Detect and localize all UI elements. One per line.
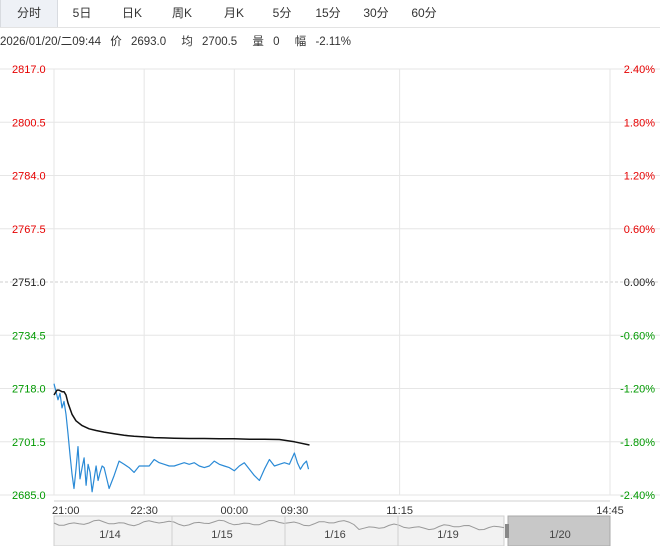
- navigator-date-3: 1/19: [437, 529, 458, 541]
- y-right-tick-label-8: -2.40%: [620, 490, 655, 502]
- x-tick-label-1: 22:30: [130, 505, 158, 517]
- chart-lines: [53, 383, 310, 493]
- tab-0[interactable]: 分时: [0, 0, 58, 27]
- y-right-tick-label-4: 0.00%: [624, 277, 655, 289]
- tab-1[interactable]: 5日: [72, 6, 92, 20]
- quote-info-bar: 2026/01/20/二09:44 价 2693.0 均 2700.5 量 0 …: [0, 33, 363, 51]
- y-tick-label-8: 2685.0: [12, 490, 46, 502]
- y-right-tick-label-2: 1.20%: [624, 171, 655, 183]
- navigator-date-1: 1/15: [211, 529, 232, 541]
- navigator-handle-left[interactable]: [505, 524, 509, 538]
- datetime-readout: 2026/01/20/二09:44: [0, 36, 102, 48]
- y-tick-label-6: 2718.0: [12, 384, 46, 396]
- tab-2[interactable]: 日K: [121, 6, 142, 20]
- tab-8[interactable]: 60分: [411, 6, 437, 20]
- average-line: [53, 389, 310, 446]
- tab-5[interactable]: 5分: [272, 6, 292, 20]
- price-line: [53, 383, 310, 493]
- y-right-tick-label-3: 0.60%: [624, 224, 655, 236]
- x-tick-label-4: 11:15: [386, 505, 413, 517]
- y-tick-label-7: 2701.5: [12, 437, 46, 449]
- y-right-tick-label-1: 1.80%: [624, 117, 655, 129]
- y-tick-label-3: 2767.5: [12, 224, 46, 236]
- navigator-date-0: 1/14: [99, 529, 120, 541]
- y-tick-label-4: 2751.0: [12, 277, 46, 289]
- period-tabs: 分时 5日 日K 周K 月K 5分 15分 30分 60分: [0, 0, 660, 28]
- y-tick-label-2: 2784.0: [12, 171, 46, 183]
- x-tick-label-3: 09:30: [281, 505, 309, 517]
- navigator-track: [53, 515, 505, 546]
- navigator-mini-line: [53, 519, 505, 531]
- navigator-window[interactable]: [507, 515, 611, 546]
- chart-grid: [0, 68, 660, 502]
- left-price-axis: 2817.0 2800.5 2784.0 2767.5 2751.0 2734.5 2718…: [12, 64, 46, 502]
- date-navigator[interactable]: 1/14 1/15 1/16 1/19 1/20: [53, 515, 611, 546]
- volume-readout: 量 0: [252, 36, 280, 48]
- navigator-date-4: 1/20: [549, 529, 570, 541]
- y-right-tick-label-5: -0.60%: [620, 330, 655, 342]
- time-axis: 21:00 22:30 00:00 09:30 11:15 14:45: [52, 505, 624, 517]
- right-percent-axis: 2.40% 1.80% 1.20% 0.60% 0.00% -0.60% -1.20% -1.…: [620, 64, 655, 502]
- price-readout: 价 2693.0: [110, 36, 167, 48]
- change-readout: 幅 -2.11%: [294, 36, 352, 48]
- y-tick-label-0: 2817.0: [12, 64, 46, 76]
- tab-3[interactable]: 周K: [171, 6, 192, 20]
- navigator-date-2: 1/16: [324, 529, 345, 541]
- tab-7[interactable]: 30分: [363, 6, 389, 20]
- tab-4[interactable]: 月K: [223, 6, 244, 20]
- avg-readout: 均 2700.5: [181, 36, 238, 48]
- x-tick-label-0: 21:00: [52, 505, 80, 517]
- x-tick-label-5: 14:45: [596, 505, 624, 517]
- y-right-tick-label-7: -1.80%: [620, 437, 655, 449]
- y-right-tick-label-6: -1.20%: [620, 384, 655, 396]
- y-tick-label-5: 2734.5: [12, 330, 46, 342]
- y-tick-label-1: 2800.5: [12, 117, 46, 129]
- tab-6[interactable]: 15分: [315, 6, 341, 20]
- y-right-tick-label-0: 2.40%: [624, 64, 655, 76]
- x-tick-label-2: 00:00: [221, 505, 249, 517]
